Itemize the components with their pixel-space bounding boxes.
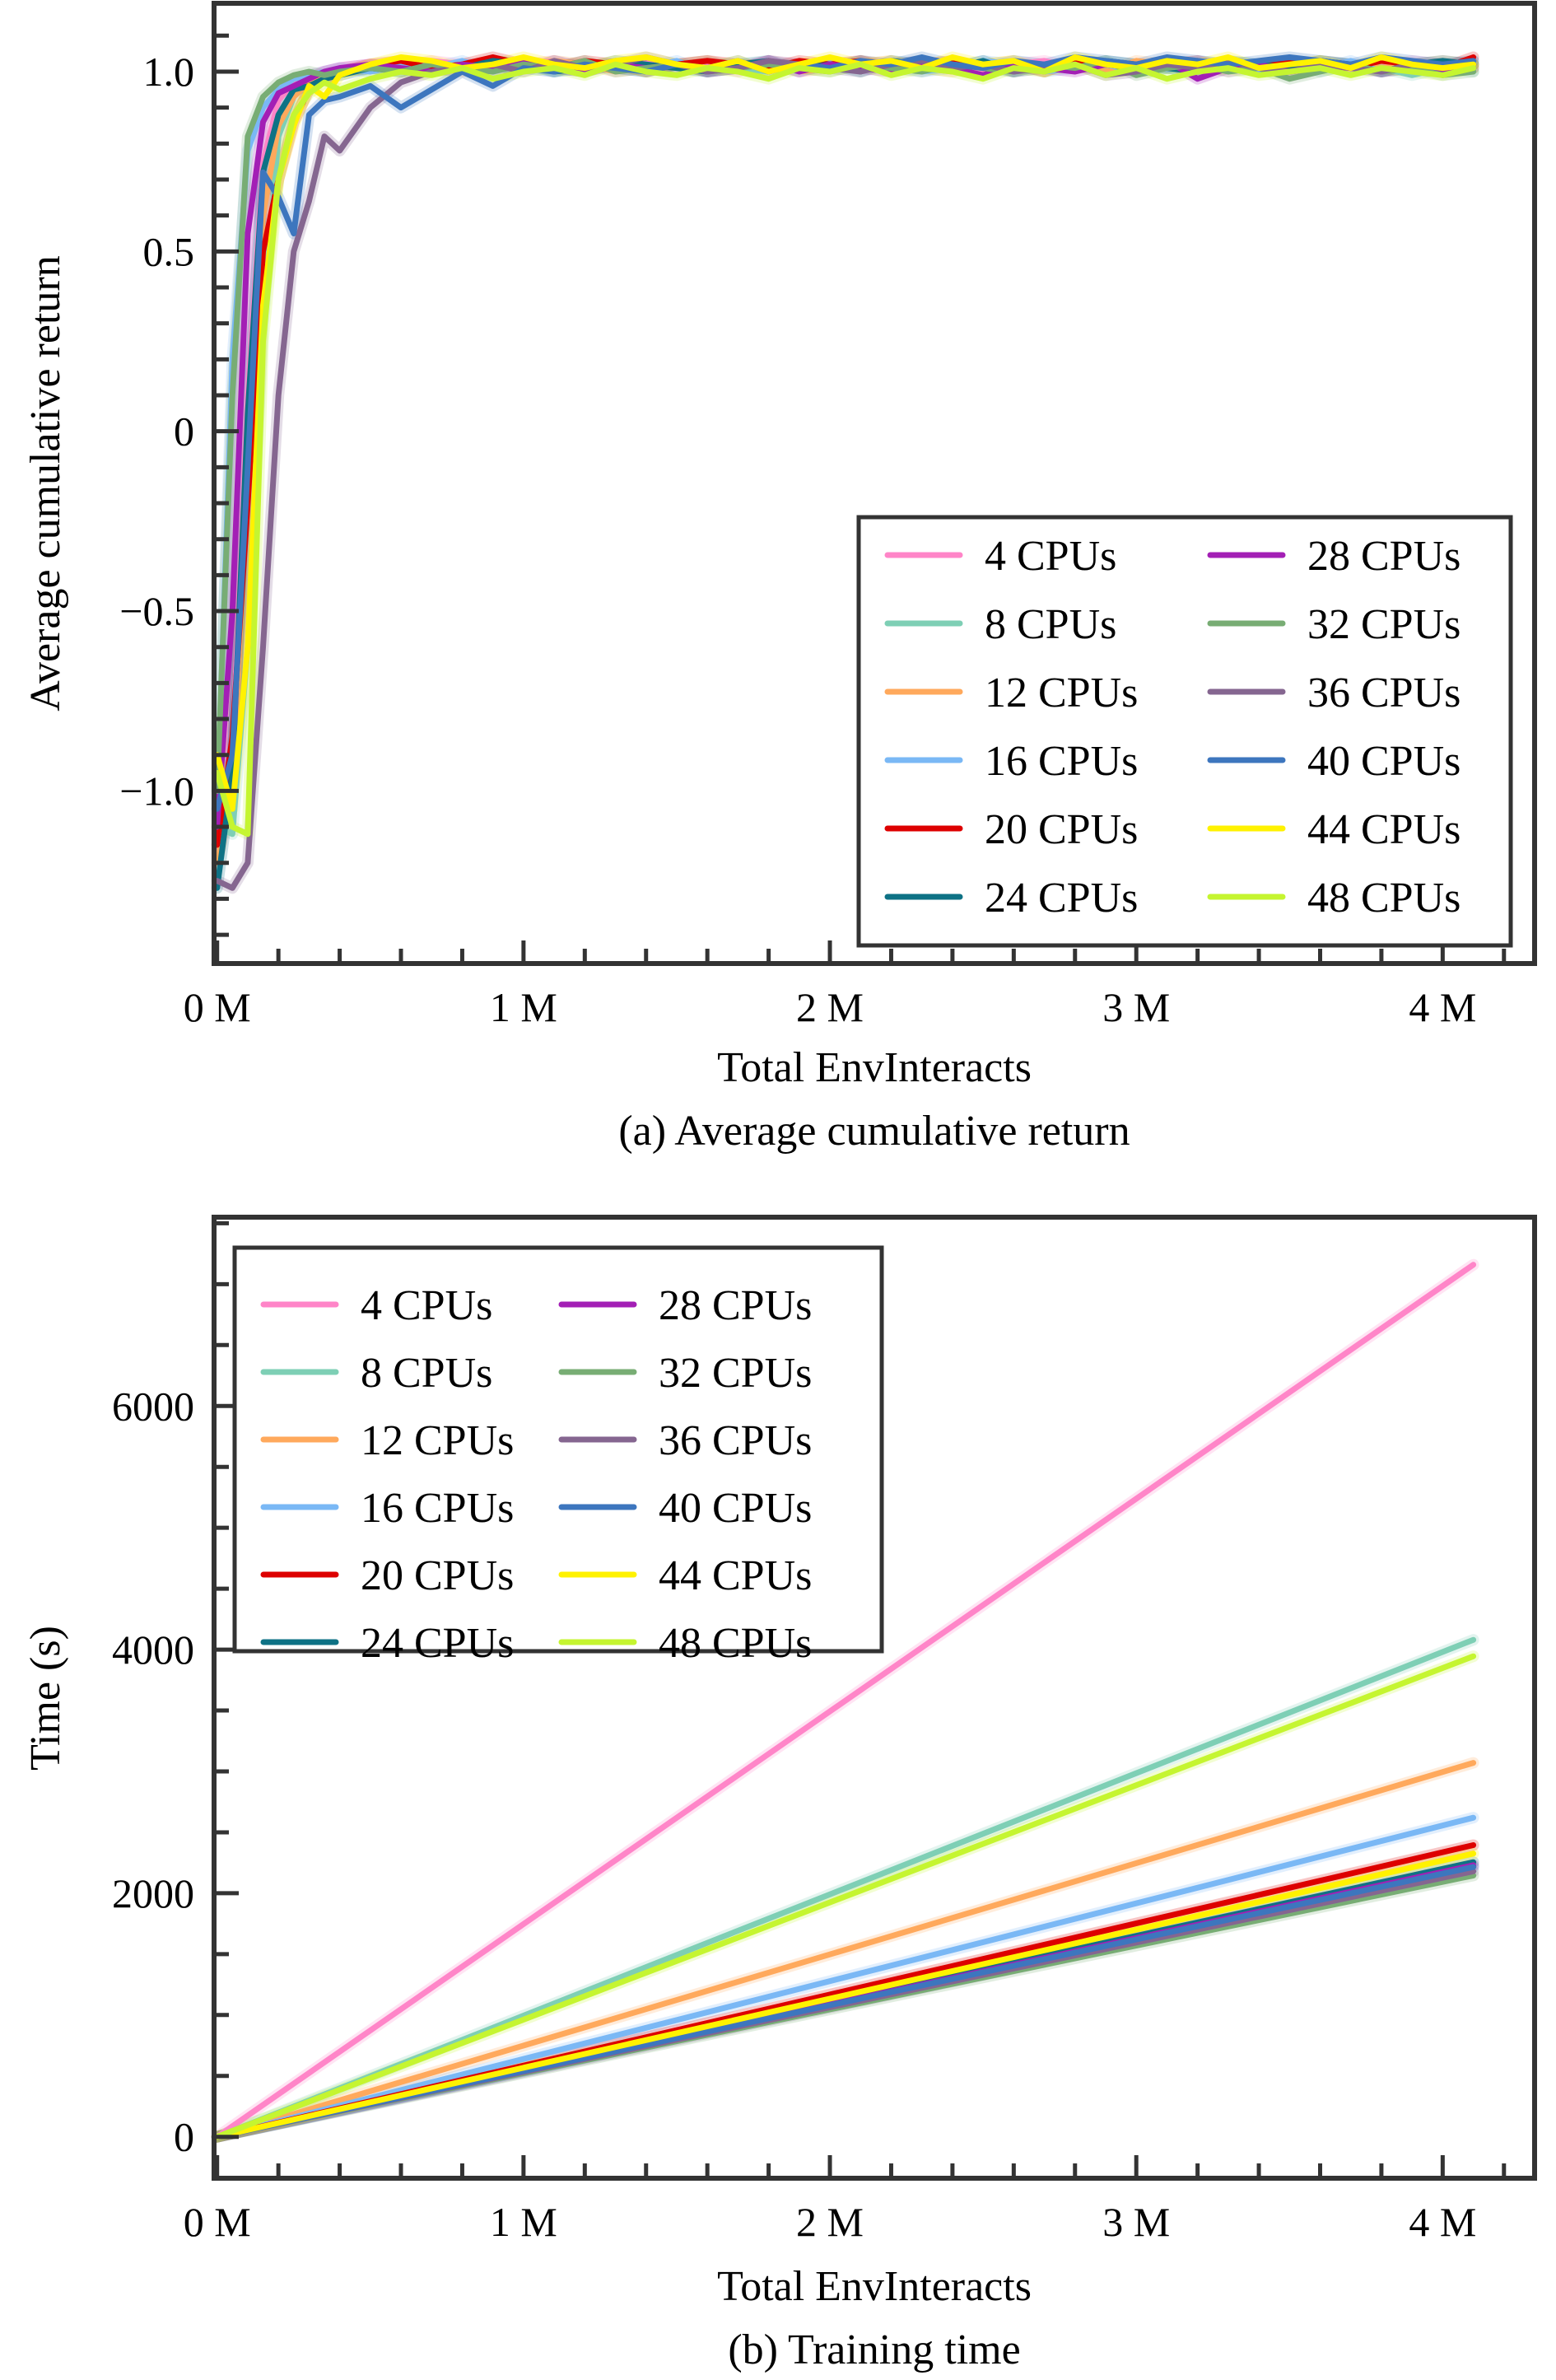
legend-item: 8 CPUs xyxy=(884,601,1116,648)
x-tick-label: 1 M xyxy=(490,2199,557,2245)
legend-label: 4 CPUs xyxy=(985,533,1116,580)
panel-a-caption: (a) Average cumulative return xyxy=(618,1108,1130,1155)
legend-label: 20 CPUs xyxy=(985,806,1138,853)
legend-item: 40 CPUs xyxy=(1207,738,1460,785)
legend-label: 32 CPUs xyxy=(659,1350,812,1397)
y-tick-label: 0 xyxy=(174,2114,194,2160)
panel-b-y-tick-labels: 0 2000 4000 6000 xyxy=(112,1383,194,2159)
legend-item: 32 CPUs xyxy=(1207,601,1460,648)
legend-label: 40 CPUs xyxy=(1307,738,1460,785)
x-tick-label: 4 M xyxy=(1409,2199,1476,2245)
y-tick-label: −1.0 xyxy=(119,768,194,814)
legend-label: 12 CPUs xyxy=(985,670,1138,716)
y-tick-label: 6000 xyxy=(112,1383,194,1429)
legend-item: 20 CPUs xyxy=(884,806,1138,853)
x-tick-label: 1 M xyxy=(490,984,557,1030)
x-tick-label: 3 M xyxy=(1102,984,1170,1030)
series-line-16-cpus xyxy=(214,1814,1477,2140)
y-tick-label: 2000 xyxy=(112,1870,194,1916)
x-tick-label: 3 M xyxy=(1102,2199,1170,2245)
panel-a-series xyxy=(211,51,1479,894)
legend-item: 32 CPUs xyxy=(558,1350,812,1397)
legend-label: 40 CPUs xyxy=(659,1485,812,1532)
legend-item: 36 CPUs xyxy=(558,1417,812,1464)
legend-item: 44 CPUs xyxy=(558,1552,812,1599)
legend-item: 40 CPUs xyxy=(558,1485,812,1532)
legend-item: 24 CPUs xyxy=(884,875,1138,922)
legend-item: 12 CPUs xyxy=(260,1417,514,1464)
legend-item: 4 CPUs xyxy=(260,1282,492,1329)
panel-b-training-time: 0 2000 4000 6000 0 M 1 M 2 M 3 M 4 M Time (s) T… xyxy=(22,1215,1537,2373)
panel-b-series xyxy=(211,1258,1479,2143)
legend-label: 32 CPUs xyxy=(1307,601,1460,648)
x-tick-label: 2 M xyxy=(796,984,864,1030)
series-line-12-cpus xyxy=(214,1760,1477,2140)
panel-a-x-tick-labels: 0 M 1 M 2 M 3 M 4 M xyxy=(184,984,1477,1030)
y-tick-label: 1.0 xyxy=(143,49,195,95)
legend-item: 8 CPUs xyxy=(260,1350,492,1397)
panel-b-ticks xyxy=(214,1220,1507,2178)
series-line-48-cpus xyxy=(214,61,1477,838)
panel-a-legend: 4 CPUs 8 CPUs 12 CPUs 16 CPUs 20 CPUs 24 CPUs… xyxy=(856,515,1513,948)
legend-label: 8 CPUs xyxy=(361,1350,492,1397)
legend-label: 48 CPUs xyxy=(659,1620,812,1667)
legend-label: 16 CPUs xyxy=(985,738,1138,785)
legend-label: 28 CPUs xyxy=(659,1282,812,1329)
legend-item: 24 CPUs xyxy=(260,1620,514,1667)
legend-label: 12 CPUs xyxy=(361,1417,514,1464)
panel-a-plot-frame xyxy=(212,1,1537,966)
legend-box xyxy=(232,1245,884,1654)
legend-item: 16 CPUs xyxy=(884,738,1138,785)
panel-b-caption: (b) Training time xyxy=(728,2326,1020,2373)
panel-b-x-tick-labels: 0 M 1 M 2 M 3 M 4 M xyxy=(184,2199,1477,2245)
series-line-44-cpus xyxy=(214,1850,1477,2140)
legend-label: 24 CPUs xyxy=(985,875,1138,922)
legend-item: 20 CPUs xyxy=(260,1552,514,1599)
legend-label: 48 CPUs xyxy=(1307,875,1460,922)
series-line-48-cpus xyxy=(214,1653,1477,2140)
legend-item: 28 CPUs xyxy=(1207,533,1460,580)
legend-label: 44 CPUs xyxy=(1307,806,1460,853)
x-tick-label: 0 M xyxy=(184,2199,251,2245)
panel-a-average-return: −1.0 −0.5 0 0.5 1.0 0 M 1 M 2 M 3 M 4 M Average … xyxy=(22,1,1537,1155)
legend-label: 8 CPUs xyxy=(985,601,1116,648)
y-tick-label: −0.5 xyxy=(119,588,194,634)
legend-item: 4 CPUs xyxy=(884,533,1116,580)
legend-item: 48 CPUs xyxy=(1207,875,1460,922)
y-tick-label: 4000 xyxy=(112,1626,194,1673)
x-tick-label: 0 M xyxy=(184,984,251,1030)
legend-label: 36 CPUs xyxy=(659,1417,812,1464)
x-tick-label: 2 M xyxy=(796,2199,864,2245)
legend-label: 44 CPUs xyxy=(659,1552,812,1599)
panel-a-x-axis-label: Total EnvInteracts xyxy=(717,1044,1032,1091)
panel-b-x-axis-label: Total EnvInteracts xyxy=(717,2263,1032,2310)
panel-b-plot-frame xyxy=(212,1215,1537,2181)
legend-box xyxy=(856,515,1513,948)
legend-label: 24 CPUs xyxy=(361,1620,514,1667)
legend-label: 36 CPUs xyxy=(1307,670,1460,716)
legend-label: 4 CPUs xyxy=(361,1282,492,1329)
x-tick-label: 4 M xyxy=(1409,984,1476,1030)
y-tick-label: 0.5 xyxy=(143,228,195,274)
panel-a-y-tick-labels: −1.0 −0.5 0 0.5 1.0 xyxy=(119,49,194,814)
y-tick-label: 0 xyxy=(174,408,194,455)
legend-item: 28 CPUs xyxy=(558,1282,812,1329)
panel-a-y-axis-label: Average cumulative return xyxy=(22,255,69,711)
legend-item: 16 CPUs xyxy=(260,1485,514,1532)
panel-b-legend: 4 CPUs 8 CPUs 12 CPUs 16 CPUs 20 CPUs 24 CPUs… xyxy=(232,1245,884,1667)
legend-label: 16 CPUs xyxy=(361,1485,514,1532)
panel-a-ticks xyxy=(214,33,1507,964)
panel-b-y-axis-label: Time (s) xyxy=(22,1626,69,1771)
legend-label: 20 CPUs xyxy=(361,1552,514,1599)
legend-item: 36 CPUs xyxy=(1207,670,1460,716)
legend-item: 44 CPUs xyxy=(1207,806,1460,853)
legend-label: 28 CPUs xyxy=(1307,533,1460,580)
series-line-4-cpus xyxy=(214,1262,1477,2140)
legend-item: 12 CPUs xyxy=(884,670,1138,716)
legend-item: 48 CPUs xyxy=(558,1620,812,1667)
